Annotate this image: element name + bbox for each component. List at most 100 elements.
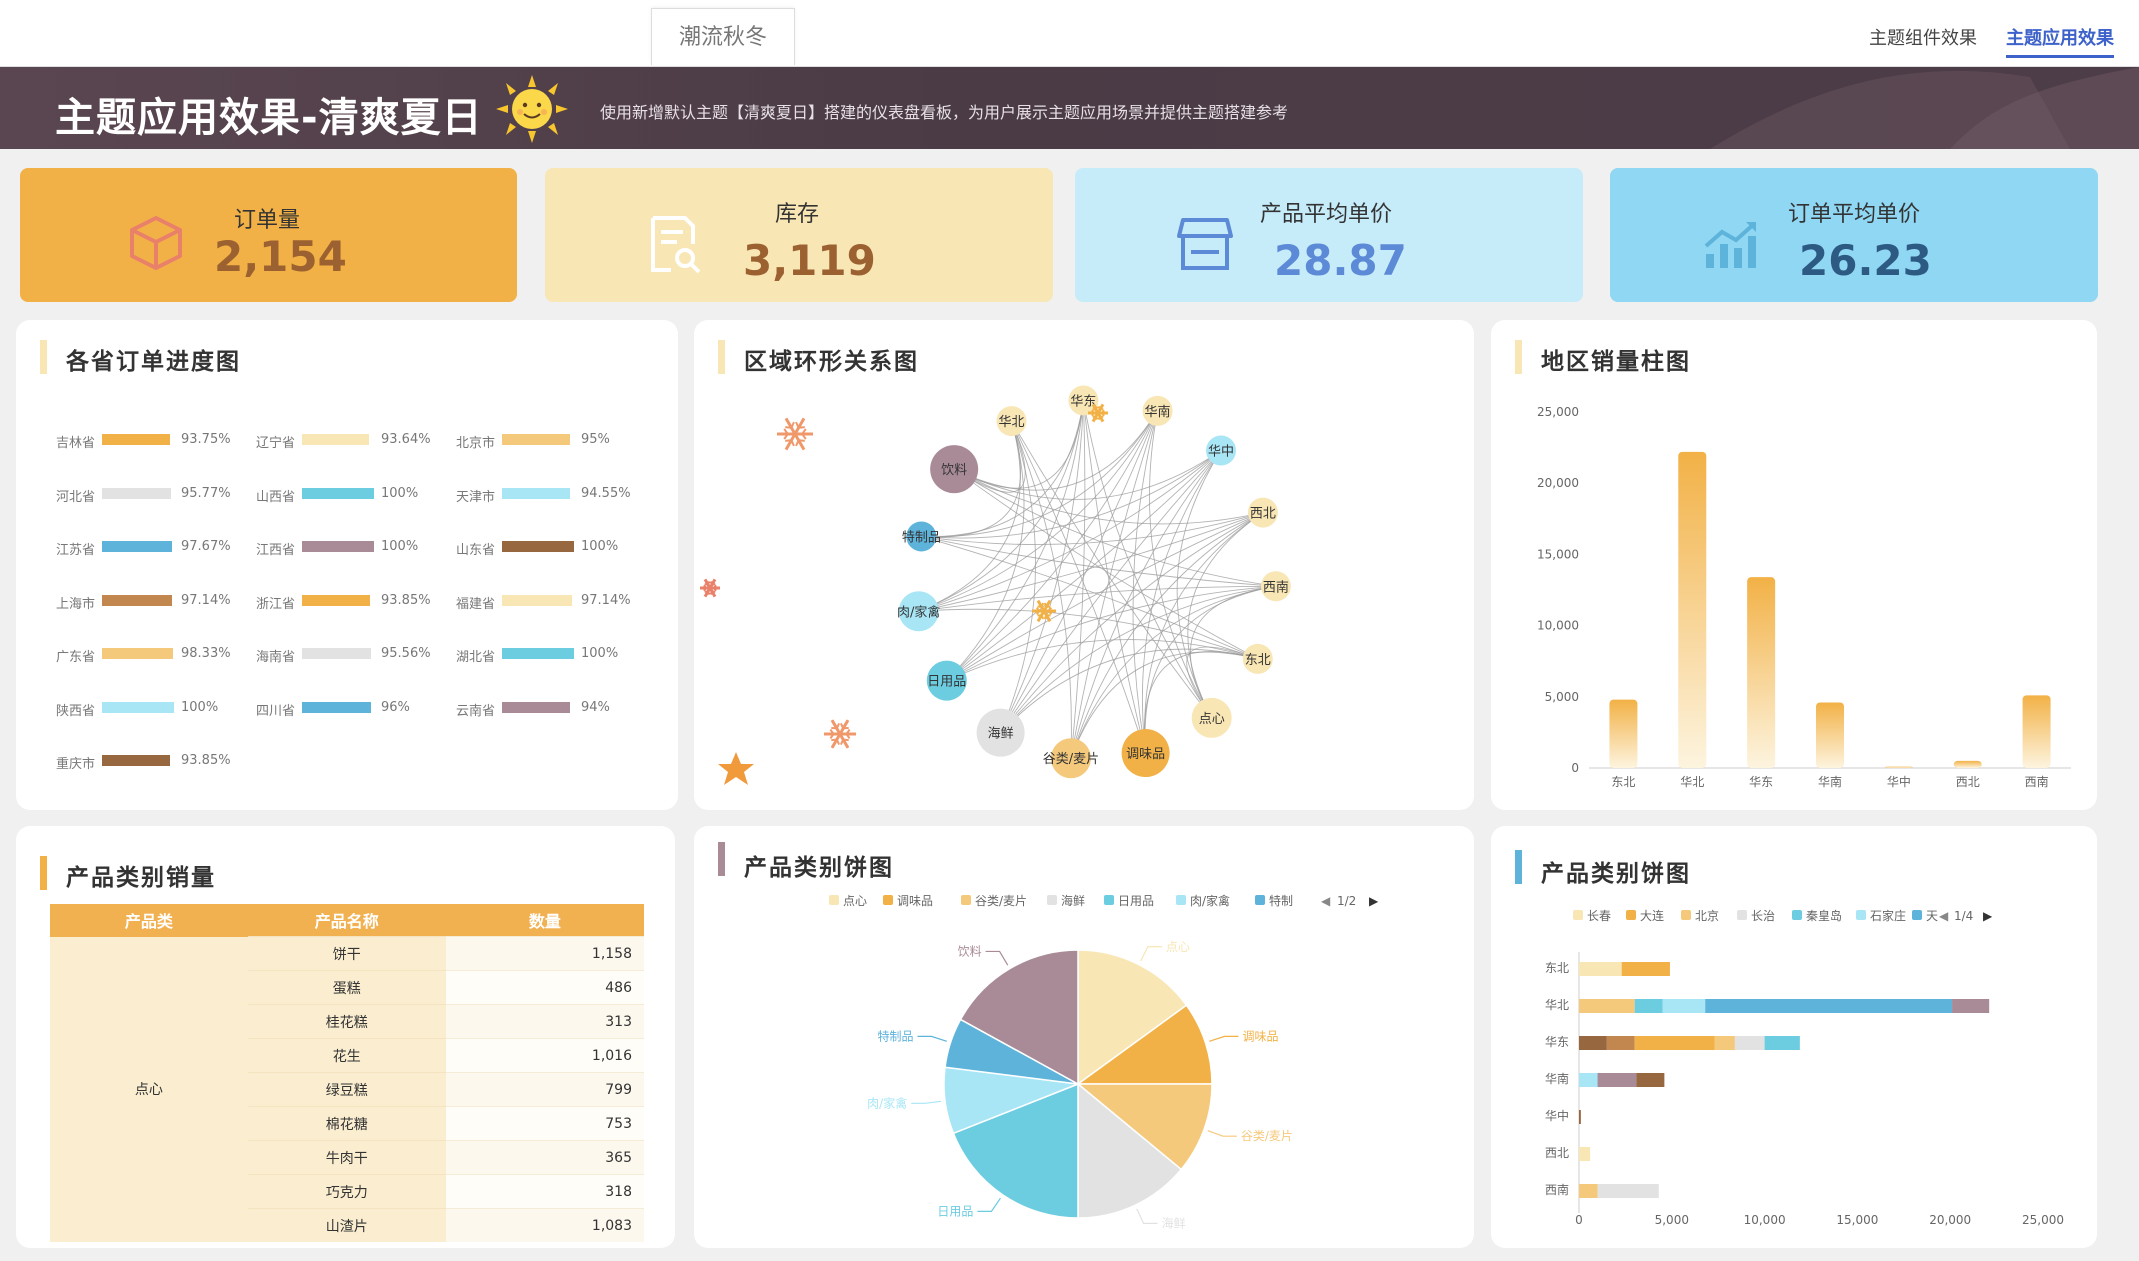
ring-node[interactable]: 华东	[1068, 385, 1099, 416]
stacked-bar-segment[interactable]	[1662, 999, 1706, 1013]
ring-node[interactable]: 调味品	[1121, 729, 1170, 778]
legend-swatch	[1792, 910, 1802, 920]
ring-node[interactable]: 东北	[1242, 643, 1273, 674]
stacked-bar-segment[interactable]	[1597, 1073, 1637, 1087]
stacked-bar-segment[interactable]	[1636, 1073, 1665, 1087]
nav-theme-component-effect[interactable]: 主题组件效果	[1869, 28, 1977, 49]
table-row[interactable]: 巧克力 318	[50, 1174, 644, 1209]
snowflake-icon	[700, 578, 720, 598]
stacked-bar-segment[interactable]	[1621, 962, 1670, 976]
stacked-bar-segment[interactable]	[1705, 999, 1953, 1013]
bar[interactable]	[1816, 702, 1844, 768]
kpi-value: 2,154	[214, 232, 347, 281]
stacked-bar-segment[interactable]	[1579, 1110, 1581, 1124]
pie-slice[interactable]	[959, 949, 1079, 1086]
pie-slice[interactable]	[1077, 1082, 1183, 1219]
stacked-bar-segment[interactable]	[1579, 1036, 1607, 1050]
stacked-bar-segment[interactable]	[1579, 999, 1635, 1013]
bar[interactable]	[1747, 577, 1776, 768]
pie-slice[interactable]	[952, 1082, 1079, 1219]
pie-slice-label: 饮料	[958, 944, 982, 958]
ring-node[interactable]: 华北	[996, 406, 1027, 437]
table-header[interactable]: 产品类	[50, 904, 248, 937]
legend-swatch	[1255, 895, 1265, 905]
table-row[interactable]: 牛肉干 365	[50, 1140, 644, 1175]
legend-label[interactable]: 石家庄	[1870, 908, 1906, 923]
legend-label[interactable]: 海鲜	[1061, 893, 1085, 908]
stacked-bar-segment[interactable]	[1764, 1036, 1800, 1050]
pie-slice[interactable]	[1077, 949, 1188, 1086]
ring-node[interactable]: 华中	[1206, 435, 1237, 466]
legend-label[interactable]: 日用品	[1118, 894, 1154, 908]
bar[interactable]	[1678, 451, 1707, 768]
y-tick-label: 华中	[1545, 1108, 1569, 1123]
legend-swatch	[1573, 910, 1583, 920]
nav-theme-application-effect[interactable]: 主题应用效果	[2006, 24, 2114, 58]
category-stacked-chart: 长春 大连 北京 长治 秦皇岛 石家庄 天 ◀ 1/4 ▶ 0 5,000 10,000 15,000 20…	[1545, 908, 2064, 1227]
legend-label[interactable]: 肉/家禽	[1190, 893, 1230, 908]
ring-node[interactable]: 饮料	[930, 445, 979, 494]
legend-label[interactable]: 大连	[1640, 908, 1664, 923]
relation-link	[1070, 651, 1258, 759]
ring-node-label: 华东	[1070, 394, 1096, 409]
legend-label[interactable]: 点心	[843, 894, 867, 908]
ring-node[interactable]: 西北	[1247, 497, 1278, 528]
legend-label[interactable]: 调味品	[897, 894, 933, 908]
tab-theme-autumn[interactable]: 潮流秋冬	[651, 8, 795, 65]
table-cell-quantity: 1,158	[445, 936, 644, 971]
stacked-bar-segment[interactable]	[1952, 999, 1990, 1013]
stacked-bar-segment[interactable]	[1579, 1147, 1591, 1161]
pie-slice[interactable]	[1075, 1004, 1213, 1085]
stacked-bar-segment[interactable]	[1597, 1184, 1659, 1198]
table-row[interactable]: 桂花糕 313	[50, 1004, 644, 1039]
bar[interactable]	[1953, 760, 1982, 768]
stacked-bar-segment[interactable]	[1734, 1036, 1765, 1050]
bar[interactable]	[1884, 766, 1913, 768]
stacked-bar-segment[interactable]	[1606, 1036, 1635, 1050]
ring-node[interactable]: 特制品	[902, 521, 941, 552]
table-row[interactable]: 绿豆糕 799	[50, 1072, 644, 1107]
table-row[interactable]: 蛋糕 486	[50, 970, 644, 1005]
legend-next-icon[interactable]: ▶	[1983, 909, 1993, 923]
bar[interactable]	[2022, 695, 2051, 768]
legend-label[interactable]: 谷类/麦片	[975, 894, 1027, 908]
table-row[interactable]: 棉花糖 753	[50, 1106, 644, 1141]
stacked-bar-segment[interactable]	[1634, 1036, 1715, 1050]
legend-label[interactable]: 秦皇岛	[1806, 908, 1842, 923]
x-tick-label: 20,000	[1929, 1213, 1971, 1227]
category-pie-chart: 点心 调味品 谷类/麦片 海鲜 日用品 肉/家禽 特制 ◀ 1/2 ▶点心调味品谷类/麦片海鲜日用…	[829, 893, 1379, 1230]
stacked-bar-segment[interactable]	[1579, 962, 1622, 976]
stacked-bar-segment[interactable]	[1579, 1184, 1598, 1198]
table-row[interactable]: 花生 1,016	[50, 1038, 644, 1073]
stacked-bar-segment[interactable]	[1714, 1036, 1735, 1050]
legend-label[interactable]: 长春	[1587, 909, 1611, 923]
table-row[interactable]: 点心 饼干 1,158	[50, 936, 644, 1242]
ring-node[interactable]: 谷类/麦片	[1043, 738, 1099, 779]
table-row[interactable]: 山渣片 1,083	[50, 1208, 644, 1242]
table-header[interactable]: 产品名称	[247, 904, 446, 937]
relation-link	[1132, 410, 1159, 754]
progress-item-percent: 93.64%	[381, 432, 431, 447]
snowflake-icon	[1032, 599, 1056, 623]
ring-node[interactable]: 海鲜	[976, 708, 1025, 757]
legend-next-icon[interactable]: ▶	[1369, 894, 1379, 908]
table-header[interactable]: 数量	[445, 904, 644, 937]
ring-node[interactable]: 点心	[1191, 697, 1232, 738]
legend-label[interactable]: 特制	[1269, 893, 1293, 908]
ring-node[interactable]: 西南	[1260, 571, 1291, 602]
ring-node[interactable]: 肉/家禽	[897, 591, 940, 632]
x-tick-label: 西北	[1956, 775, 1980, 789]
legend-prev-icon[interactable]: ◀	[1321, 894, 1331, 908]
legend-label[interactable]: 天	[1926, 909, 1938, 923]
legend-label[interactable]: 北京	[1695, 909, 1719, 923]
legend-swatch	[1737, 910, 1747, 920]
legend-prev-icon[interactable]: ◀	[1939, 909, 1949, 923]
ring-node[interactable]: 日用品	[926, 660, 967, 701]
region-bar-card: 地区销量柱图 0 5,000 10,000 15,000 20,000 25,000 东北 华…	[1491, 320, 2097, 810]
pie-slice[interactable]	[1075, 1083, 1213, 1171]
ring-node[interactable]: 华南	[1142, 395, 1173, 426]
bar[interactable]	[1609, 699, 1638, 768]
legend-label[interactable]: 长治	[1751, 909, 1775, 923]
stacked-bar-segment[interactable]	[1579, 1073, 1598, 1087]
stacked-bar-segment[interactable]	[1634, 999, 1663, 1013]
